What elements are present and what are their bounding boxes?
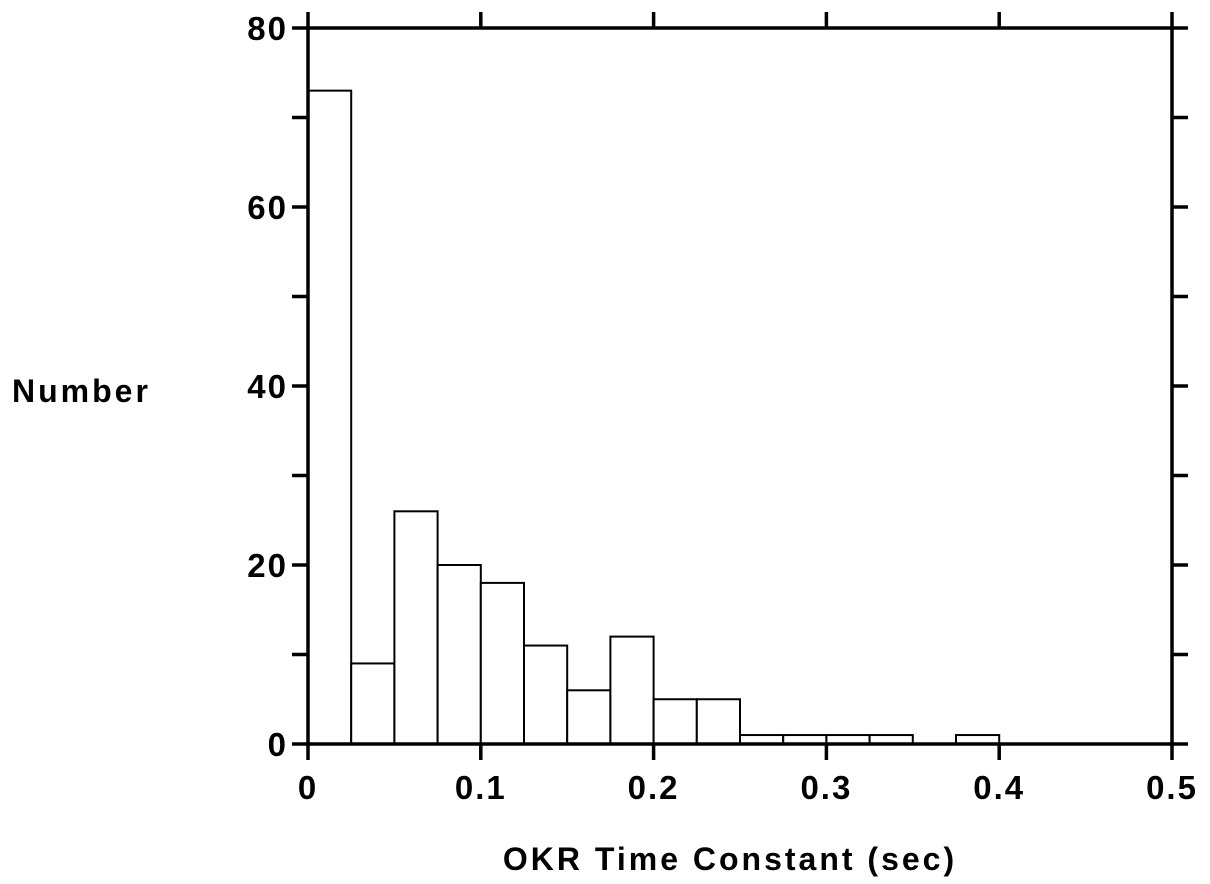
histogram-bar-0 xyxy=(307,89,353,745)
x-tick-labels: 0 0.1 0.2 0.3 0.4 0.5 xyxy=(298,769,1198,806)
y-tick-label-0: 0 xyxy=(268,726,288,763)
x-axis-title: OKR Time Constant (sec) xyxy=(503,841,957,877)
x-tick-label-5: 0.5 xyxy=(1146,769,1198,806)
x-tick-label-0: 0 xyxy=(298,769,318,806)
y-tick-labels: 0 20 40 60 80 xyxy=(247,10,288,763)
histogram-bar-2 xyxy=(393,510,439,745)
y-tick-label-2: 40 xyxy=(247,368,288,405)
histogram-bar-5 xyxy=(523,644,569,745)
y-tick-label-1: 20 xyxy=(247,547,288,584)
x-tick-label-3: 0.3 xyxy=(800,769,852,806)
histogram-bar-8 xyxy=(652,698,698,745)
plot-frame xyxy=(306,26,1174,746)
histogram-bar-7 xyxy=(609,635,655,745)
histogram-bar-6 xyxy=(566,689,612,745)
histogram-bar-4 xyxy=(479,581,525,746)
y-tick-label-4: 80 xyxy=(247,10,288,47)
x-tick-label-2: 0.2 xyxy=(628,769,680,806)
y-tick-label-3: 60 xyxy=(247,189,288,226)
x-tick-label-4: 0.4 xyxy=(973,769,1025,806)
histogram-bar-1 xyxy=(350,662,396,746)
histogram-bar-9 xyxy=(695,698,741,745)
ticks-layer xyxy=(292,12,1188,760)
x-tick-label-1: 0.1 xyxy=(455,769,507,806)
bars-layer xyxy=(307,89,1001,746)
histogram-bar-3 xyxy=(436,564,482,745)
y-axis-title: Number xyxy=(12,373,151,409)
